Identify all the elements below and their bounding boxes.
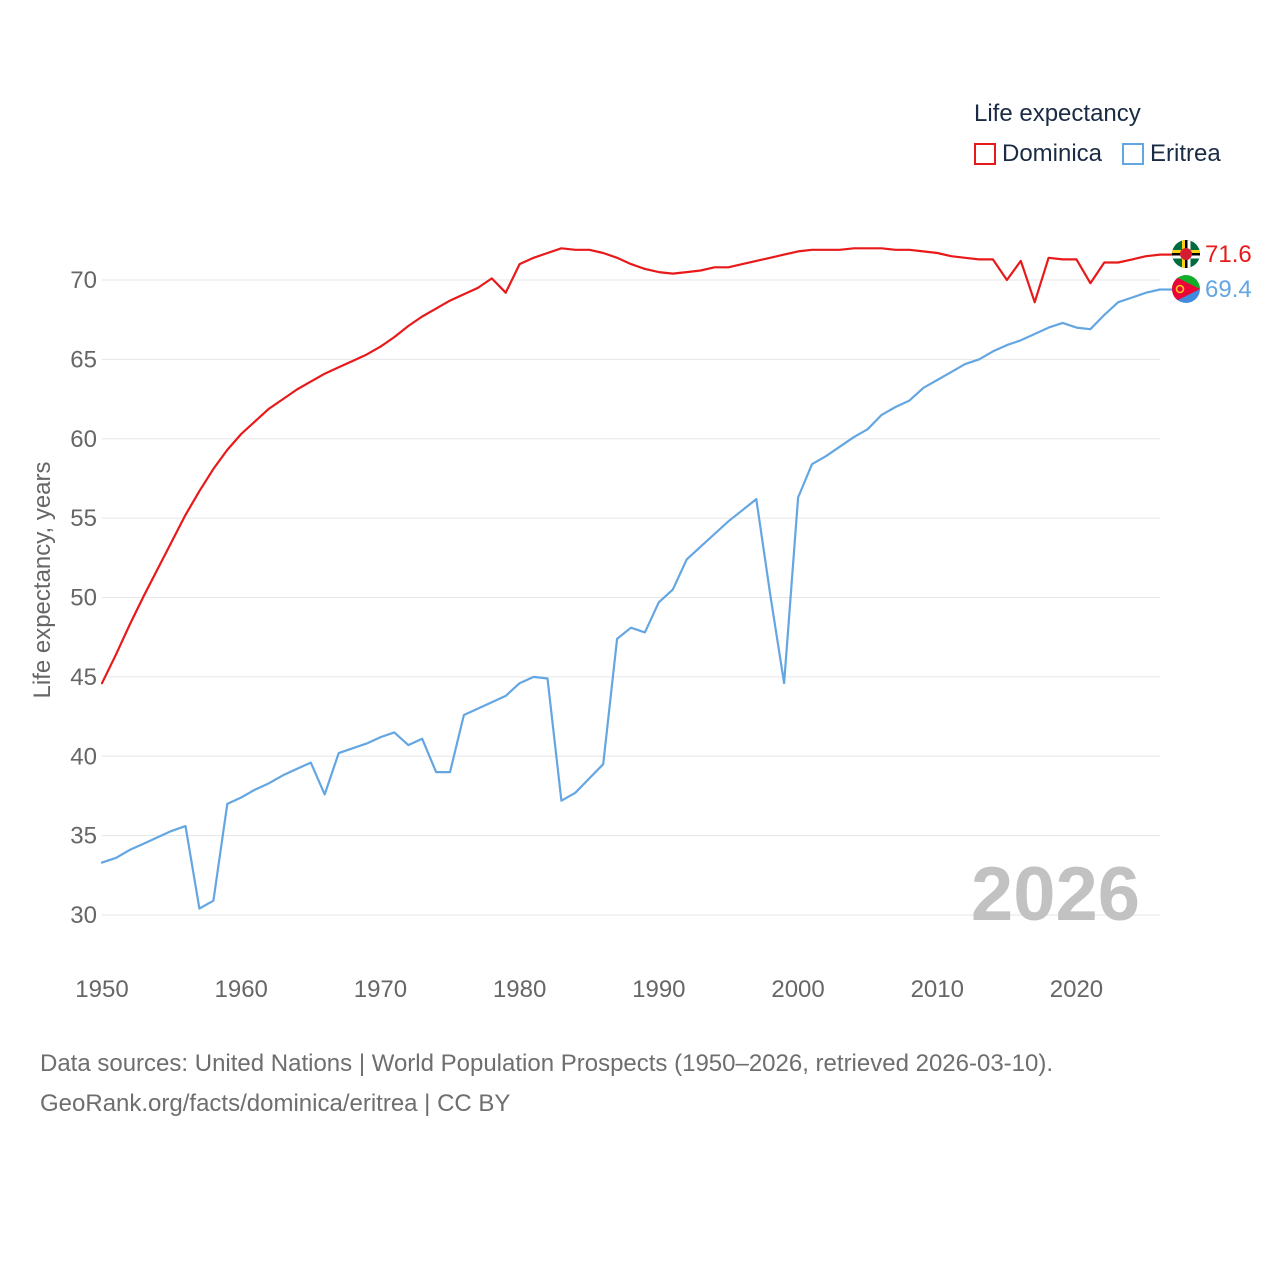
year-watermark: 2026: [971, 852, 1140, 937]
y-tick-label: 40: [70, 743, 97, 770]
footer: Data sources: United Nations | World Pop…: [40, 1044, 1053, 1124]
y-tick-label: 35: [70, 823, 97, 850]
x-tick-label: 1990: [632, 976, 685, 1003]
series-line-eritrea[interactable]: [100, 288, 1162, 910]
y-axis-ticks: 30 35 40 45 50 55 60 65 70: [70, 267, 97, 929]
x-tick-label: 1970: [354, 976, 407, 1003]
series-lines: 71.6 69.4: [100, 241, 1252, 910]
eritrea-flag-icon: [1172, 275, 1200, 303]
legend-label-eritrea: Eritrea: [1150, 140, 1221, 167]
y-tick-label: 60: [70, 426, 97, 453]
y-tick-label: 70: [70, 267, 97, 294]
y-tick-label: 65: [70, 346, 97, 373]
y-tick-label: 50: [70, 585, 97, 612]
y-axis-label: Life expectancy, years: [29, 461, 56, 698]
x-tick-label: 2010: [911, 976, 964, 1003]
legend: Life expectancy Dominica Eritrea: [974, 100, 1221, 168]
legend-swatch-eritrea: [1122, 143, 1145, 165]
end-value-label-eritrea: 69.4: [1205, 276, 1252, 303]
x-tick-label: 1980: [493, 976, 546, 1003]
x-tick-label: 2020: [1050, 976, 1103, 1003]
x-axis-ticks: 1950 1960 1970 1980 1990 2000 2010 2020: [75, 976, 1103, 1003]
data-sources-text: Data sources: United Nations | World Pop…: [40, 1050, 1054, 1077]
legend-items: Dominica Eritrea: [974, 140, 1221, 168]
end-value-label-dominica: 71.6: [1205, 241, 1252, 268]
x-tick-label: 1950: [75, 976, 128, 1003]
legend-item-eritrea[interactable]: Eritrea: [1122, 140, 1221, 168]
attribution-link[interactable]: GeoRank.org/facts/dominica/eritrea | CC …: [40, 1090, 511, 1117]
legend-swatch-dominica: [974, 143, 996, 165]
legend-label-dominica: Dominica: [1002, 140, 1103, 167]
y-tick-label: 55: [70, 505, 97, 532]
x-tick-label: 1960: [215, 976, 268, 1003]
legend-title: Life expectancy: [974, 100, 1141, 127]
x-tick-label: 2000: [771, 976, 824, 1003]
gridlines: [102, 279, 1160, 916]
dominica-flag-icon: [1172, 240, 1200, 268]
y-tick-label: 45: [70, 664, 97, 691]
legend-item-dominica[interactable]: Dominica: [974, 140, 1102, 168]
series-line-dominica[interactable]: [100, 247, 1162, 685]
y-tick-label: 30: [70, 902, 97, 929]
